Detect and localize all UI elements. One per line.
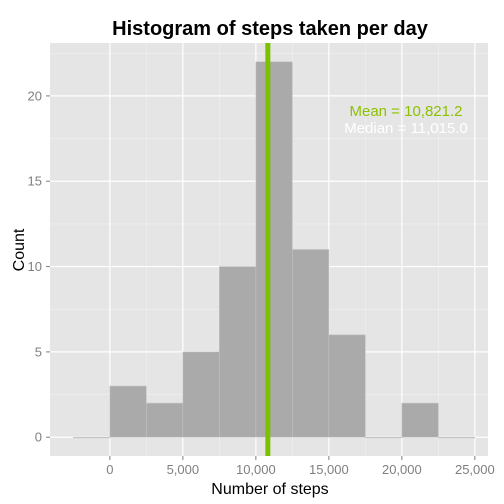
mean-annotation: Mean = 10,821.2 (349, 103, 462, 120)
histogram-bar (365, 436, 403, 439)
x-tick-label: 25,000 (455, 462, 495, 477)
histogram-bar (328, 334, 366, 438)
histogram-bar (109, 385, 147, 438)
x-tick-label: 15,000 (309, 462, 349, 477)
histogram-bar (255, 61, 293, 438)
x-tick-label: 20,000 (382, 462, 422, 477)
histogram-bar (182, 351, 220, 438)
median-annotation: Median = 11,015.0 (344, 120, 468, 137)
x-tick-label: 0 (106, 462, 113, 477)
y-tick-label: 0 (35, 430, 42, 445)
histogram-bars (73, 61, 476, 439)
y-axis-title: Count (11, 228, 28, 271)
x-tick-label: 5,000 (167, 462, 200, 477)
chart-title: Histogram of steps taken per day (112, 18, 429, 40)
histogram-bar (292, 249, 330, 438)
y-tick-label: 15 (28, 174, 42, 189)
histogram-bar (401, 402, 439, 438)
y-tick-label: 10 (28, 259, 42, 274)
y-axis-ticks: 0 5 10 15 20 (28, 88, 50, 445)
histogram-bar (438, 436, 476, 439)
x-axis-ticks: 0 5,000 10,000 15,000 20,000 25,000 (106, 456, 495, 477)
x-tick-label: 10,000 (236, 462, 276, 477)
histogram-bar (219, 266, 257, 438)
x-axis-title: Number of steps (211, 481, 328, 498)
histogram-bar (73, 436, 111, 439)
y-tick-label: 20 (28, 88, 42, 103)
histogram-bar (146, 402, 184, 438)
y-tick-label: 5 (35, 344, 42, 359)
